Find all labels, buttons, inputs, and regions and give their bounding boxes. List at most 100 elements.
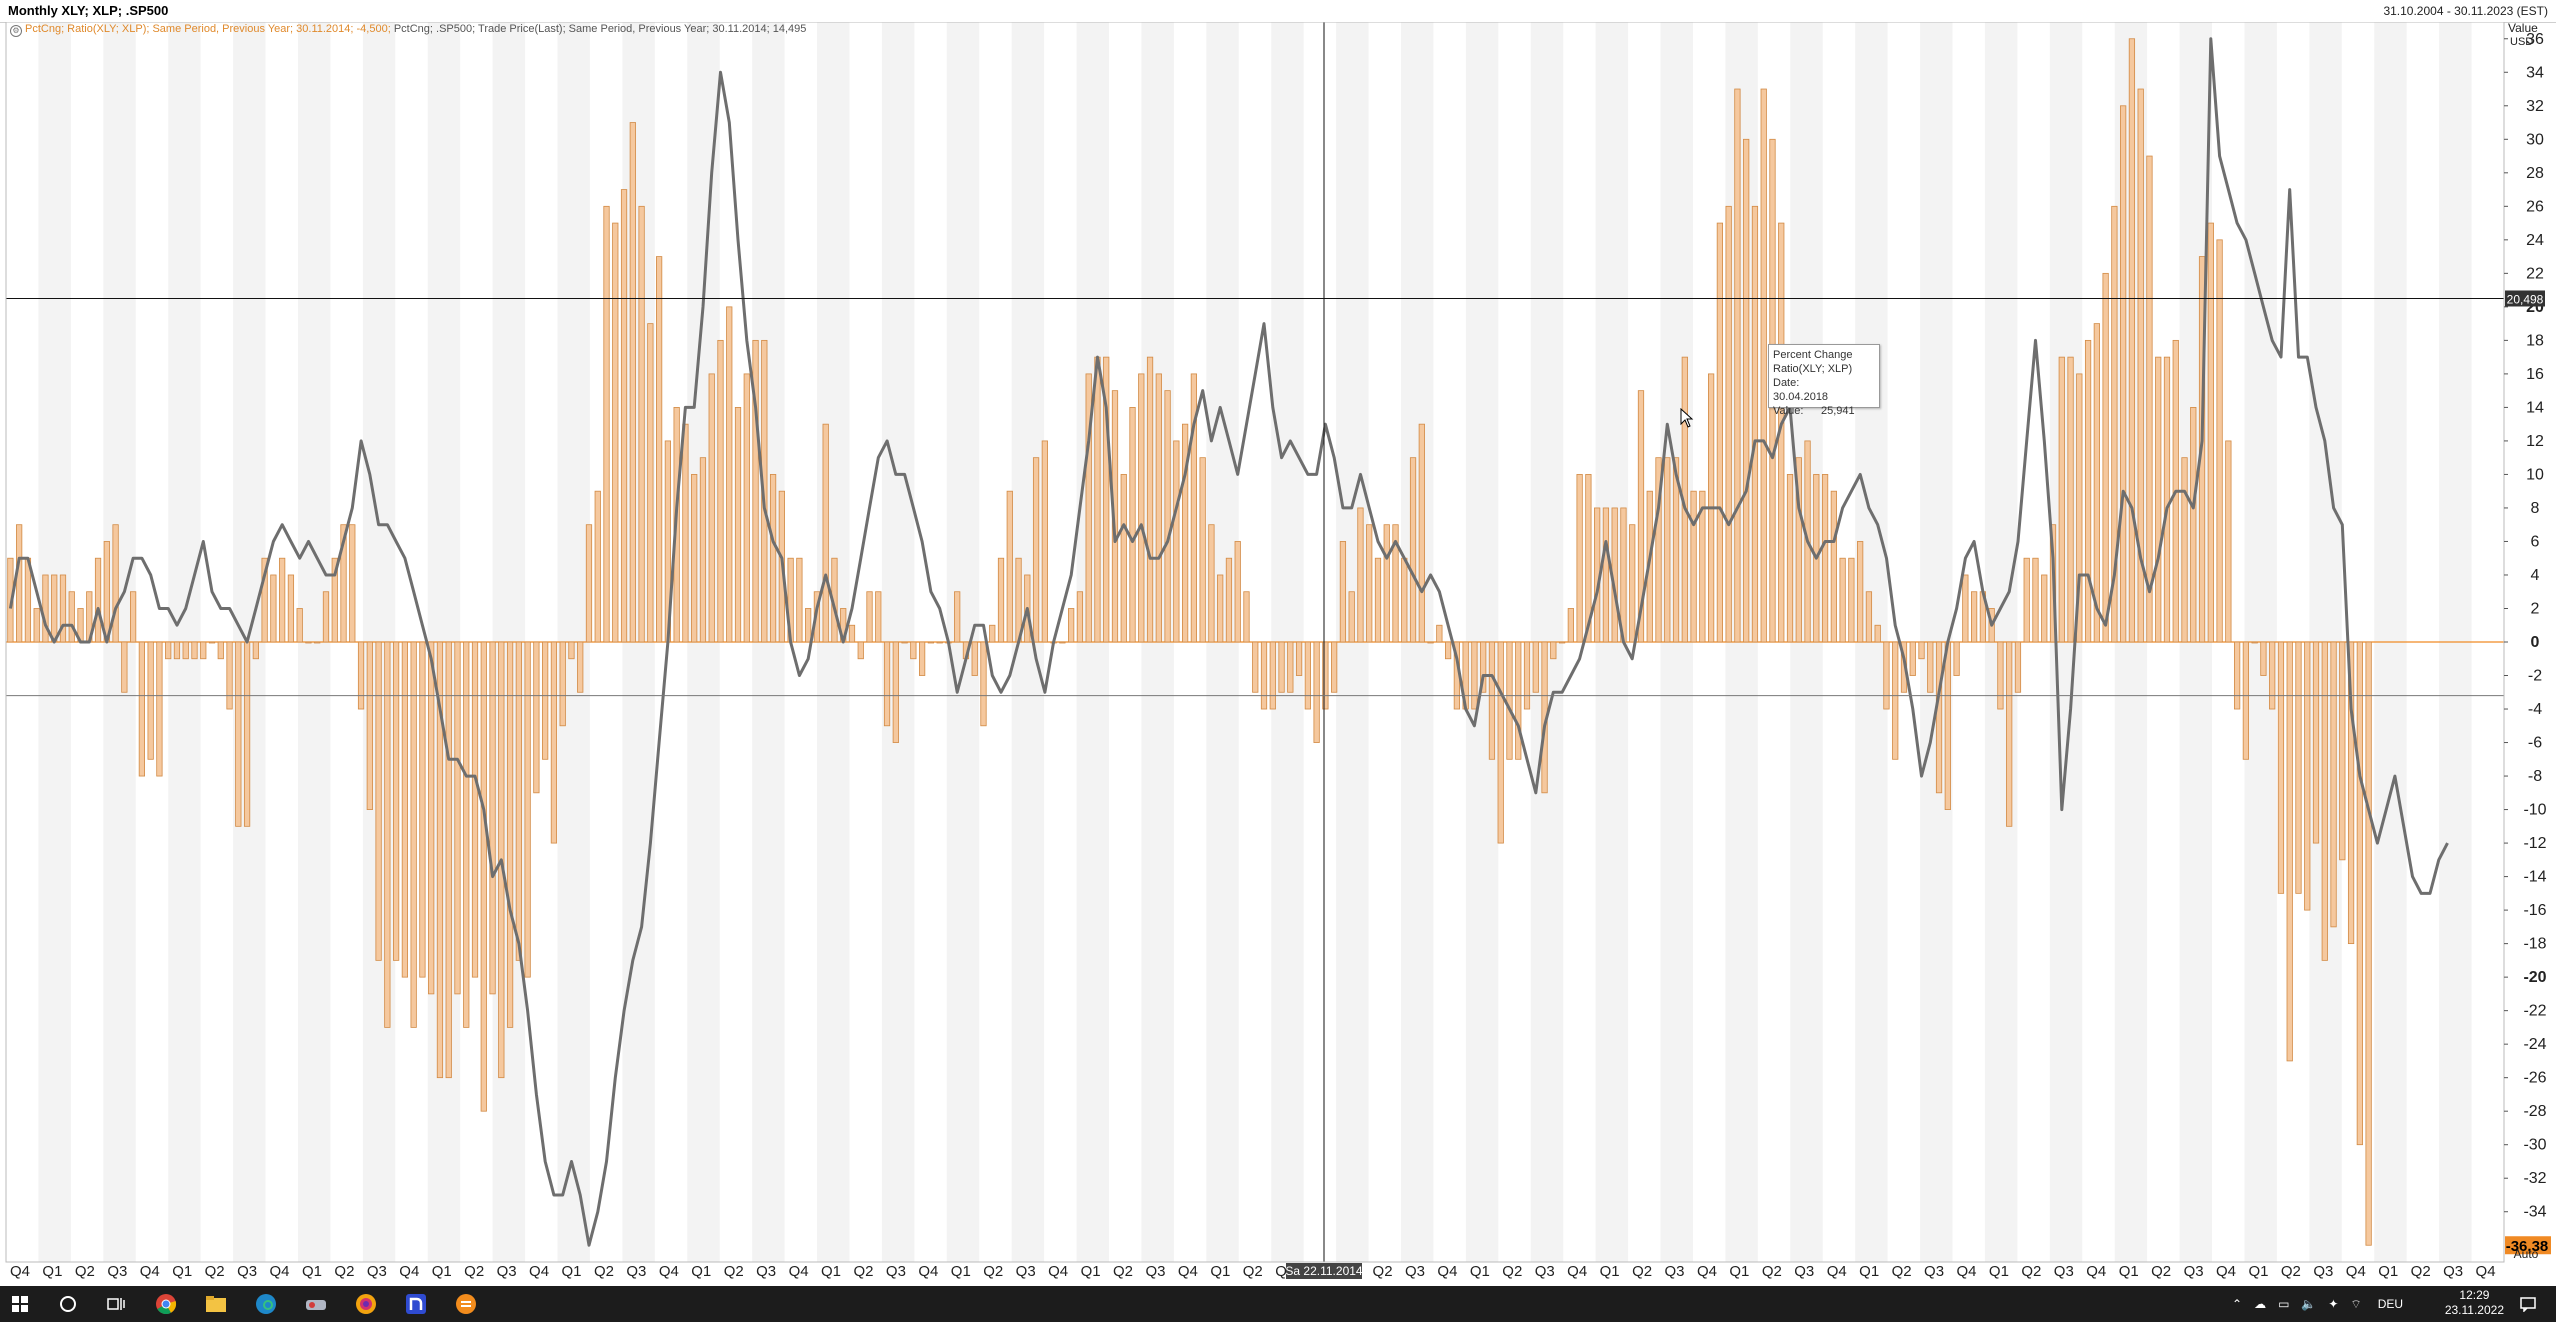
bar[interactable] xyxy=(428,641,435,995)
bar[interactable] xyxy=(515,641,522,961)
bar[interactable] xyxy=(454,641,461,995)
bar[interactable] xyxy=(1120,474,1127,643)
bar[interactable] xyxy=(1883,641,1890,710)
bar[interactable] xyxy=(1944,641,1951,810)
bar[interactable] xyxy=(2041,574,2048,643)
bar[interactable] xyxy=(410,641,417,1028)
search-icon[interactable] xyxy=(56,1292,80,1316)
bar[interactable] xyxy=(1786,474,1794,643)
bar[interactable] xyxy=(1444,641,1452,660)
bar[interactable] xyxy=(349,524,356,643)
bar[interactable] xyxy=(33,608,40,643)
bar[interactable] xyxy=(1997,641,2004,710)
bar[interactable] xyxy=(1181,423,1189,643)
bar[interactable] xyxy=(1751,205,1759,643)
bar[interactable] xyxy=(287,574,295,643)
bar[interactable] xyxy=(1392,524,1399,643)
bar[interactable] xyxy=(42,574,49,643)
bar[interactable] xyxy=(129,591,137,643)
bar[interactable] xyxy=(1716,222,1724,643)
bar[interactable] xyxy=(1795,457,1802,643)
bar[interactable] xyxy=(182,641,189,660)
app-orange-icon[interactable] xyxy=(454,1292,478,1316)
bar[interactable] xyxy=(436,641,444,1079)
bar[interactable] xyxy=(1821,474,1829,643)
bar[interactable] xyxy=(559,641,566,727)
bar[interactable] xyxy=(1076,591,1084,643)
bar[interactable] xyxy=(954,591,961,643)
bar[interactable] xyxy=(2207,222,2214,643)
bar[interactable] xyxy=(1892,641,1899,760)
bar[interactable] xyxy=(1506,641,1513,760)
bar[interactable] xyxy=(1068,608,1075,643)
bar[interactable] xyxy=(1287,641,1294,693)
notification-icon[interactable] xyxy=(2516,1292,2540,1316)
bar[interactable] xyxy=(1208,524,1215,643)
bar[interactable] xyxy=(796,557,803,643)
bar[interactable] xyxy=(392,641,400,961)
bar[interactable] xyxy=(1672,457,1680,643)
edge-icon[interactable] xyxy=(254,1292,278,1316)
cloud-icon[interactable]: ☁ xyxy=(2254,1297,2267,1311)
bar[interactable] xyxy=(822,423,829,643)
bar[interactable] xyxy=(235,641,242,827)
bar[interactable] xyxy=(147,641,154,760)
bar[interactable] xyxy=(682,423,689,643)
bar[interactable] xyxy=(524,641,531,978)
bar[interactable] xyxy=(445,641,452,1079)
bar[interactable] xyxy=(1857,541,1864,643)
bar[interactable] xyxy=(2058,356,2065,643)
bar[interactable] xyxy=(1690,490,1697,643)
bar[interactable] xyxy=(1269,641,1276,710)
bar[interactable] xyxy=(2286,641,2293,1062)
bar[interactable] xyxy=(1217,574,1224,643)
bar[interactable] xyxy=(1409,457,1417,643)
bar[interactable] xyxy=(480,641,487,1112)
bar[interactable] xyxy=(2155,356,2162,643)
bar[interactable] xyxy=(918,641,926,676)
bar[interactable] xyxy=(585,524,593,643)
bar[interactable] xyxy=(2233,641,2241,710)
bar[interactable] xyxy=(1865,591,1873,643)
bar[interactable] xyxy=(647,323,654,643)
bar[interactable] xyxy=(1295,641,1303,676)
bar[interactable] xyxy=(2120,105,2127,643)
bar[interactable] xyxy=(489,641,496,995)
bar[interactable] xyxy=(638,205,645,643)
bar[interactable] xyxy=(1436,624,1443,643)
windows-icon[interactable] xyxy=(8,1292,32,1316)
bar[interactable] xyxy=(989,624,996,643)
dropbox-icon[interactable]: ✦ xyxy=(2328,1297,2339,1311)
bar[interactable] xyxy=(691,474,698,643)
bar[interactable] xyxy=(1839,557,1846,643)
bar[interactable] xyxy=(1278,641,1285,693)
bar[interactable] xyxy=(542,641,549,760)
bar[interactable] xyxy=(1927,641,1934,693)
bar[interactable] xyxy=(1383,524,1390,643)
bar[interactable] xyxy=(1138,373,1145,643)
bar[interactable] xyxy=(16,524,23,643)
bar[interactable] xyxy=(971,641,978,676)
bar[interactable] xyxy=(726,306,733,643)
bar[interactable] xyxy=(1418,423,1425,643)
settings-icon[interactable]: ⚙ xyxy=(10,25,22,37)
bar[interactable] xyxy=(1532,641,1539,693)
bar[interactable] xyxy=(1374,557,1382,643)
bar[interactable] xyxy=(883,641,891,727)
bar[interactable] xyxy=(1655,457,1662,643)
bar[interactable] xyxy=(655,256,663,643)
bar[interactable] xyxy=(1734,88,1741,643)
bar[interactable] xyxy=(1725,205,1732,643)
bar[interactable] xyxy=(1620,507,1627,643)
bar[interactable] xyxy=(243,641,251,827)
bar[interactable] xyxy=(594,490,601,643)
bar[interactable] xyxy=(173,641,181,660)
bar[interactable] xyxy=(1304,641,1311,710)
bar[interactable] xyxy=(2225,440,2232,643)
bar[interactable] xyxy=(708,373,715,643)
bar[interactable] xyxy=(165,641,172,660)
bar[interactable] xyxy=(208,641,216,644)
bar[interactable] xyxy=(1830,490,1837,643)
bar[interactable] xyxy=(2181,457,2188,643)
bar[interactable] xyxy=(603,205,610,643)
